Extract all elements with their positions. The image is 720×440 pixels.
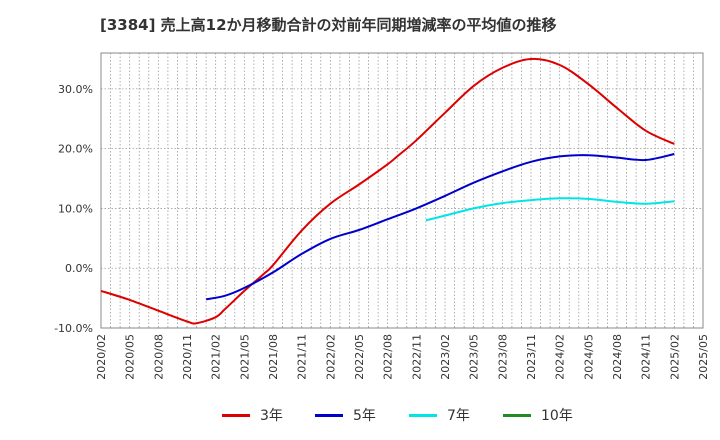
legend-label: 3年 (260, 408, 283, 424)
x-tick-label: 2025/05 (697, 334, 710, 380)
legend-swatch (222, 413, 250, 417)
x-tick-label: 2024/11 (640, 334, 653, 380)
x-tick-label: 2020/02 (95, 334, 108, 380)
series-line-7年 (425, 197, 675, 222)
legend-item-7年: 7年 (409, 402, 470, 428)
y-tick-label: 30.0% (58, 83, 93, 96)
x-tick-label: 2020/08 (152, 334, 165, 380)
series-line-3年 (100, 57, 675, 325)
y-tick-label: 10.0% (58, 202, 93, 215)
x-tick-label: 2025/02 (668, 334, 681, 380)
y-tick-label: 0.0% (65, 262, 93, 275)
x-tick-label: 2023/02 (439, 334, 452, 380)
legend-swatch (503, 413, 531, 417)
legend-item-10年: 10年 (503, 402, 573, 428)
y-tick-label: 20.0% (58, 143, 93, 156)
legend-item-3年: 3年 (222, 402, 283, 428)
x-tick-label: 2024/02 (554, 334, 567, 380)
x-tick-label: 2023/08 (496, 334, 509, 380)
x-tick-label: 2024/05 (582, 334, 595, 380)
x-tick-label: 2024/08 (611, 334, 624, 380)
x-tick-label: 2020/05 (124, 334, 137, 380)
legend: 3年 5年 7年 10年 (0, 402, 720, 428)
legend-swatch (409, 413, 437, 417)
x-tick-label: 2022/02 (324, 334, 337, 380)
x-tick-label: 2021/02 (210, 334, 223, 380)
legend-label: 7年 (447, 408, 470, 424)
x-tick-label: 2020/11 (181, 334, 194, 380)
x-tick-label: 2021/11 (296, 334, 309, 380)
x-tick-label: 2022/05 (353, 334, 366, 380)
y-tick-label: -10.0% (54, 322, 93, 335)
legend-item-5年: 5年 (315, 402, 376, 428)
legend-label: 5年 (353, 408, 376, 424)
grid-layer (101, 53, 703, 329)
plot-area (100, 52, 704, 329)
x-tick-label: 2023/05 (468, 334, 481, 380)
x-tick-label: 2022/11 (410, 334, 423, 380)
x-tick-label: 2022/08 (382, 334, 395, 380)
x-tick-label: 2023/11 (525, 334, 538, 380)
x-tick-label: 2021/08 (267, 334, 280, 380)
series-layer (100, 57, 675, 325)
legend-swatch (315, 413, 343, 417)
series-line-5年 (205, 153, 675, 301)
x-axis: 2020/02 2020/05 2020/08 2020/11 2021/02 2021/… (95, 334, 710, 380)
chart-title: [3384] 売上高12か月移動合計の対前年同期増減率の平均値の推移 (100, 16, 557, 34)
legend-label: 10年 (541, 408, 573, 424)
y-axis: -10.0% 0.0% 10.0% 20.0% 30.0% (54, 83, 93, 335)
x-tick-label: 2021/05 (238, 334, 251, 380)
